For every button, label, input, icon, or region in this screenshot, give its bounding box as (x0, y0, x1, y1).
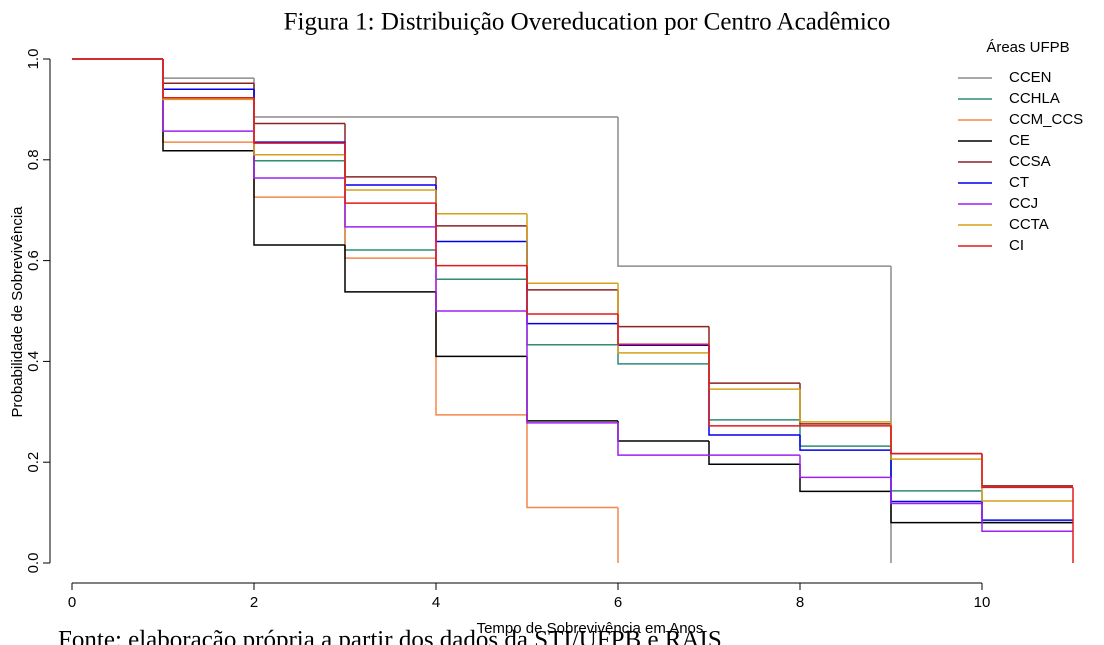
y-tick-label: 0.6 (25, 250, 42, 271)
step-segment (526, 265, 618, 315)
step-segment (799, 383, 891, 425)
step-segment (981, 501, 1073, 521)
legend-label: CE (1009, 132, 1030, 149)
step-segment (344, 143, 436, 204)
step-segment (344, 244, 436, 293)
legend-label: CCSA (1009, 153, 1051, 170)
step-segment (253, 99, 345, 156)
step-segment (253, 97, 345, 144)
step-segment (981, 453, 1073, 487)
legend-label: CI (1009, 237, 1024, 254)
step-segment (617, 344, 709, 365)
step-segment (526, 414, 618, 509)
step-segment (526, 311, 618, 424)
step-segment (617, 422, 709, 456)
step-segment (435, 190, 527, 215)
step-segment (981, 453, 1073, 489)
step-segment (890, 491, 982, 524)
step-segment (617, 420, 709, 442)
step-segment (435, 203, 527, 267)
step-segment (526, 225, 618, 291)
step-segment (799, 389, 891, 423)
step-segment (435, 226, 527, 312)
legend-label: CCTA (1009, 216, 1049, 233)
step-segment (799, 455, 891, 479)
step-segment (253, 142, 345, 198)
y-tick-label: 0.4 (25, 351, 42, 372)
step-segment (435, 176, 527, 227)
step-segment (981, 503, 1073, 532)
step-segment (890, 425, 982, 455)
step-segment (253, 89, 345, 143)
y-tick-label: 0.8 (25, 149, 42, 170)
y-tick-label: 1.0 (25, 49, 42, 70)
step-segment (162, 59, 254, 90)
step-segment (617, 116, 709, 267)
x-tick-label: 4 (432, 594, 440, 611)
x-tick-label: 2 (250, 594, 258, 611)
legend-label: CCHLA (1009, 90, 1060, 107)
x-tick-label: 8 (796, 594, 804, 611)
step-segment (344, 142, 436, 186)
y-axis-label: Probabilidade de Sobrevivência (9, 206, 26, 418)
step-segment (526, 241, 618, 325)
step-segment (981, 459, 1073, 502)
x-tick-label: 0 (68, 594, 76, 611)
step-segment (617, 283, 709, 354)
step-segment (162, 59, 254, 101)
step-segment (890, 450, 982, 503)
step-segment (344, 160, 436, 251)
step-segment (617, 289, 709, 328)
step-segment (708, 326, 800, 384)
step-segment (435, 250, 527, 280)
step-segment (526, 213, 618, 285)
y-tick-label: 0.0 (25, 553, 42, 574)
step-segment (162, 59, 254, 132)
step-segment (708, 344, 800, 427)
legend-label: CCEN (1009, 69, 1052, 86)
step-segment (162, 59, 254, 84)
step-segment (253, 89, 345, 162)
step-segment (162, 59, 254, 143)
step-segment (435, 291, 527, 358)
chart-title: Figura 1: Distribuição Overeducation por… (284, 9, 891, 36)
step-segment (890, 477, 982, 505)
x-tick-label: 10 (974, 594, 991, 611)
x-tick-label: 6 (614, 594, 622, 611)
x-axis-label: Tempo de Sobrevivência em Anos (477, 620, 704, 637)
step-segment (708, 441, 800, 465)
legend-title: Áreas UFPB (986, 39, 1069, 56)
y-tick-label: 0.2 (25, 452, 42, 473)
source-note: Fonte: elaboração própria a partir dos d… (58, 627, 722, 645)
step-segment (344, 197, 436, 259)
step-segment (890, 423, 982, 455)
step-segment (253, 78, 345, 118)
step-segment (799, 434, 891, 451)
step-segment (253, 150, 345, 246)
legend-label: CCM_CCS (1009, 111, 1083, 128)
step-segment (526, 279, 618, 346)
step-segment (162, 59, 254, 79)
step-segment (526, 356, 618, 422)
step-segment (981, 490, 1073, 524)
step-segment (344, 123, 436, 178)
step-segment (617, 314, 709, 346)
step-segment (435, 258, 527, 416)
step-segment (162, 59, 254, 99)
step-segment (162, 59, 254, 90)
step-segment (708, 345, 800, 436)
legend-label: CT (1009, 174, 1029, 191)
step-segment (162, 59, 254, 152)
step-segment (890, 446, 982, 492)
legend-label: CCJ (1009, 195, 1038, 212)
step-segment (708, 363, 800, 421)
